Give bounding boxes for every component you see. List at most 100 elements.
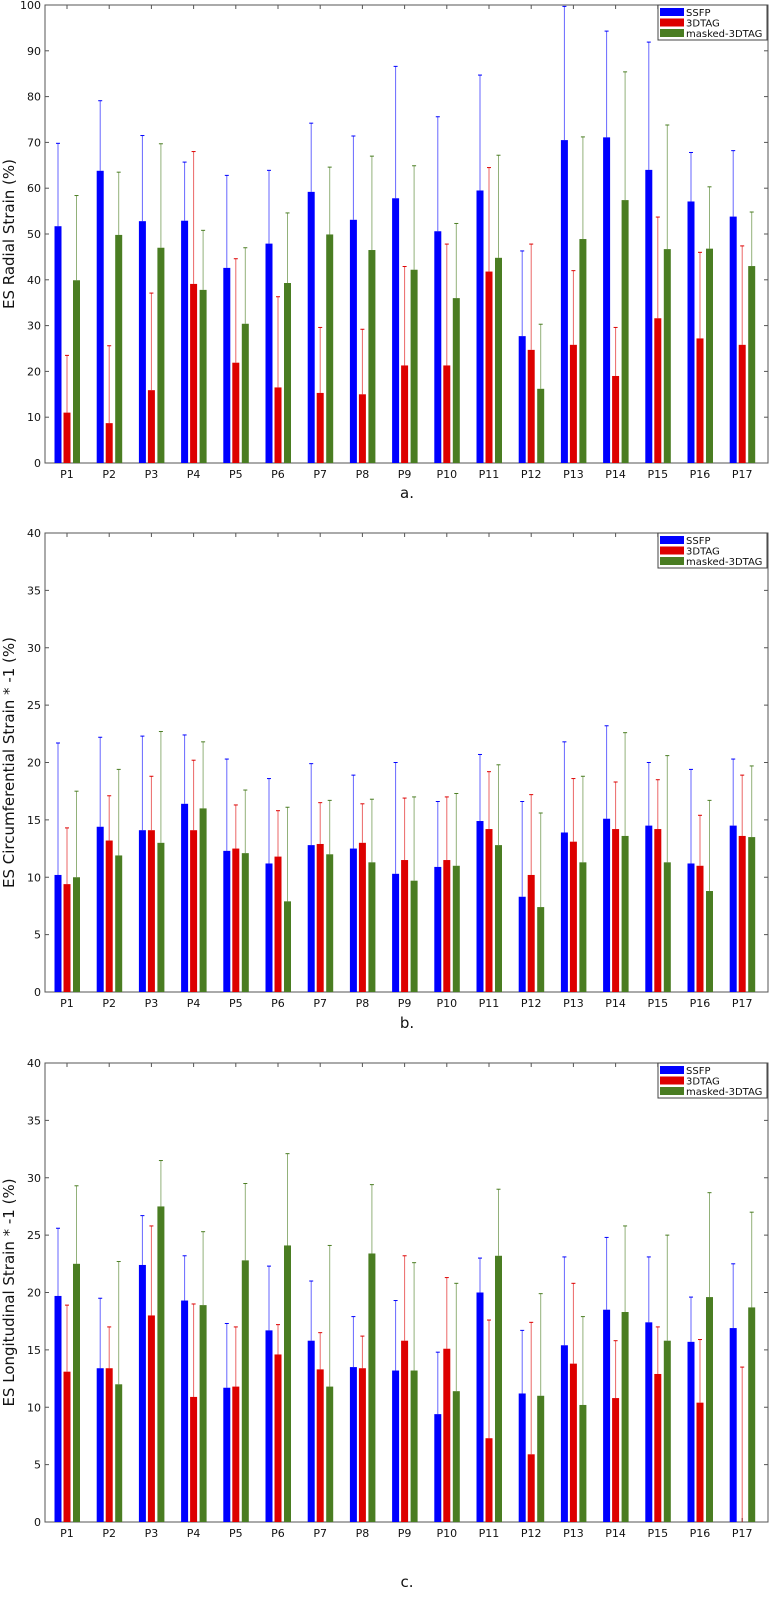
bar-ssfp (265, 863, 273, 992)
bar-ssfp (96, 826, 104, 992)
bar-ssfp (392, 873, 400, 992)
bar-3dtag (527, 349, 535, 463)
x-tick-label: P17 (732, 997, 753, 1010)
bar-3dtag (485, 829, 493, 992)
bar-3dtag (485, 271, 493, 463)
bar-3dtag (190, 830, 198, 992)
y-tick-label: 10 (27, 871, 41, 884)
x-tick-label: P15 (647, 1527, 668, 1540)
bar-masked-3dtag (284, 283, 291, 463)
bar-masked-3dtag (410, 880, 418, 992)
bar-3dtag (105, 423, 113, 463)
y-tick-label: 20 (27, 365, 41, 378)
bar-3dtag (401, 1340, 409, 1522)
bar-masked-3dtag (241, 853, 249, 992)
y-tick-label: 0 (34, 457, 41, 470)
bar-3dtag (105, 1368, 113, 1522)
x-tick-label: P9 (398, 1527, 412, 1540)
bar-ssfp (96, 170, 104, 463)
x-tick-label: P8 (356, 1527, 370, 1540)
bar-3dtag (527, 874, 535, 992)
bar-3dtag (612, 829, 620, 992)
bar-3dtag (654, 829, 662, 992)
bar-3dtag (147, 390, 155, 463)
legend-label: SSFP (686, 1066, 710, 1077)
bar-masked-3dtag (495, 1255, 502, 1522)
bar-3dtag (738, 835, 746, 992)
x-tick-label: P12 (521, 1527, 542, 1540)
y-tick-label: 15 (27, 814, 41, 827)
legend-swatch-masked-3dtag (660, 557, 684, 565)
bar-masked-3dtag (579, 1404, 587, 1522)
bar-ssfp (223, 1387, 231, 1522)
bar-3dtag (401, 860, 409, 992)
bar-masked-3dtag (452, 1391, 460, 1522)
bar-3dtag (232, 848, 240, 992)
x-tick-label: P3 (145, 997, 159, 1010)
y-tick-label: 100 (20, 0, 41, 12)
bar-3dtag (401, 365, 409, 463)
bar-masked-3dtag (199, 808, 207, 992)
bar-ssfp (729, 1328, 737, 1522)
bar-ssfp (645, 1322, 653, 1522)
bar-masked-3dtag (748, 1307, 756, 1522)
bar-masked-3dtag (326, 1386, 334, 1522)
bar-ssfp (181, 220, 189, 463)
bar-ssfp (349, 848, 357, 992)
y-tick-label: 25 (27, 699, 41, 712)
bar-ssfp (476, 190, 484, 464)
bar-masked-3dtag (73, 280, 80, 463)
bar-ssfp (476, 821, 484, 992)
bar-masked-3dtag (157, 842, 165, 992)
bar-ssfp (687, 1341, 695, 1522)
y-tick-label: 35 (27, 584, 41, 597)
x-tick-label: P9 (398, 468, 412, 481)
bar-ssfp (476, 1292, 484, 1522)
bar-ssfp (687, 201, 695, 463)
y-tick-label: 90 (27, 45, 41, 58)
bar-ssfp (181, 803, 189, 992)
bar-ssfp (687, 863, 695, 992)
legend-swatch-masked-3dtag (660, 29, 684, 37)
bar-3dtag (696, 865, 704, 992)
bar-ssfp (138, 1264, 146, 1522)
bar-3dtag (63, 412, 71, 463)
bar-3dtag (443, 365, 451, 463)
legend-label: masked-3DTAG (686, 29, 762, 40)
bar-ssfp (645, 169, 653, 463)
x-tick-label: P2 (102, 1527, 116, 1540)
bar-ssfp (223, 267, 231, 463)
bar-3dtag (654, 1373, 662, 1522)
bar-ssfp (181, 1300, 189, 1522)
y-tick-label: 70 (27, 136, 41, 149)
legend-swatch-3dtag (660, 18, 684, 27)
x-tick-label: P16 (690, 997, 711, 1010)
bar-ssfp (518, 1393, 526, 1522)
bar-3dtag (612, 375, 620, 463)
bar-masked-3dtag (115, 855, 123, 992)
y-tick-label: 30 (27, 642, 41, 655)
y-axis-label: ES Longitudinal Strain * -1 (%) (0, 1178, 18, 1406)
x-tick-label: P13 (563, 997, 584, 1010)
x-tick-label: P13 (563, 468, 584, 481)
bar-ssfp (560, 832, 568, 992)
bar-3dtag (316, 843, 324, 992)
y-tick-label: 40 (27, 274, 41, 287)
bar-3dtag (358, 1368, 366, 1522)
bar-3dtag (274, 856, 282, 992)
x-tick-label: P12 (521, 468, 542, 481)
x-tick-label: P11 (479, 997, 500, 1010)
bar-masked-3dtag (495, 257, 502, 463)
legend-swatch-ssfp (660, 1066, 684, 1074)
bar-ssfp (307, 845, 315, 992)
x-tick-label: P6 (271, 1527, 285, 1540)
bar-3dtag (485, 1438, 493, 1522)
bar-3dtag (569, 1363, 577, 1522)
legend-swatch-3dtag (660, 546, 684, 555)
panel-caption: c. (400, 1573, 413, 1591)
bar-masked-3dtag (284, 1245, 291, 1522)
x-tick-label: P7 (313, 468, 327, 481)
bar-3dtag (654, 318, 662, 463)
x-tick-label: P17 (732, 468, 753, 481)
